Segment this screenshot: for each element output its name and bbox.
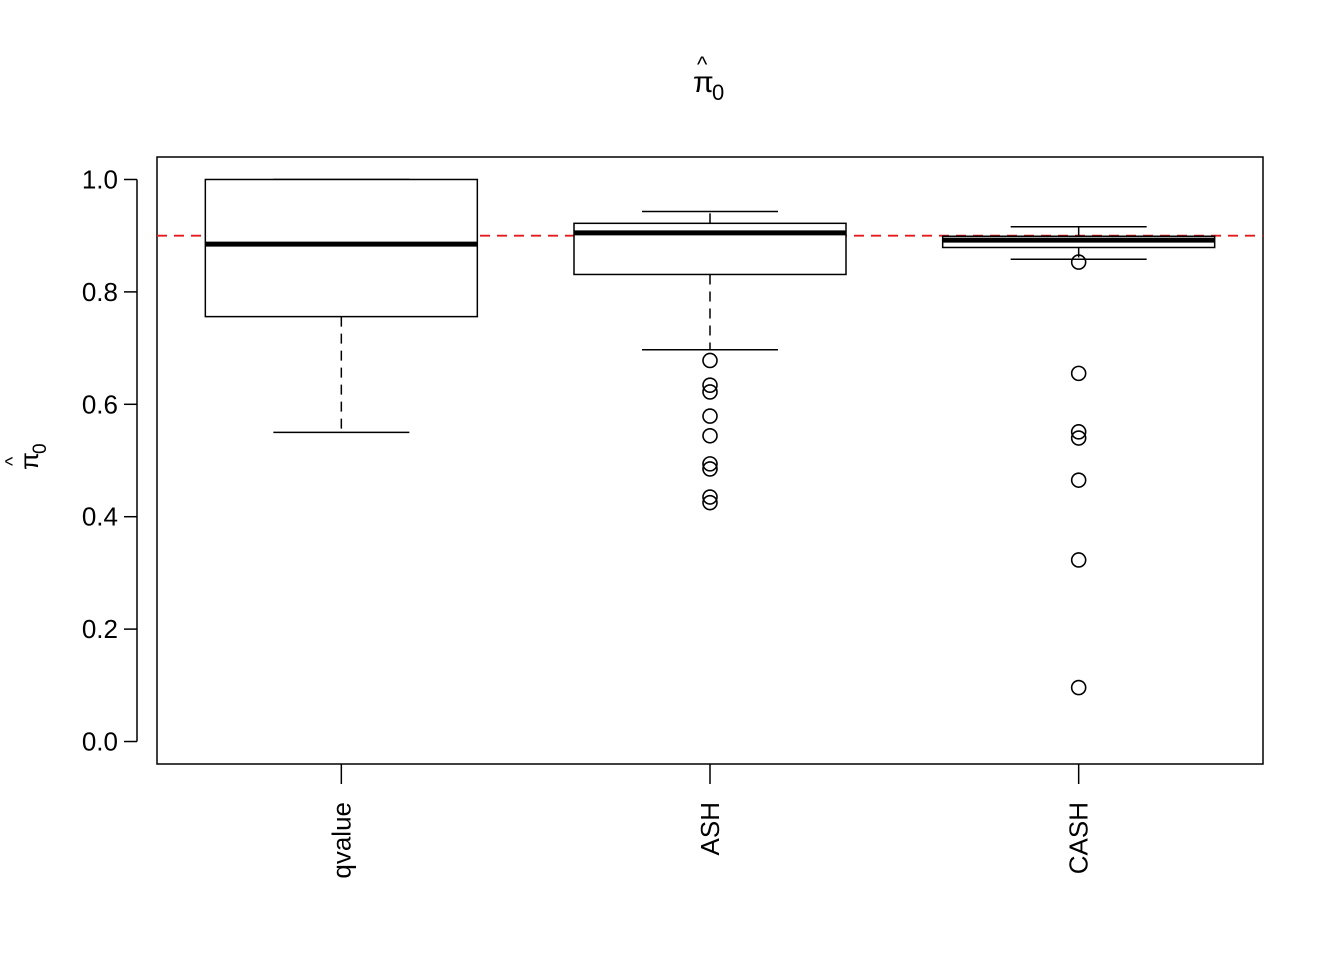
outlier-point <box>1070 424 1087 440</box>
outlier-point <box>702 489 718 505</box>
outlier-point <box>1070 552 1087 568</box>
y-axis-label: π ^ 0 <box>2 443 51 470</box>
y-axis: 0.0 0.2 0.4 0.6 0.8 1.0 <box>82 164 138 757</box>
chart-title-hat: ^ <box>697 52 708 77</box>
y-tick-label: 0.0 <box>82 727 118 757</box>
box-ash <box>573 210 847 511</box>
outlier-point <box>702 352 718 369</box>
x-tick-label-qvalue: qvalue <box>326 802 356 879</box>
outlier-point <box>1070 679 1087 696</box>
outlier-point <box>702 461 718 477</box>
y-tick-label: 0.6 <box>82 389 118 419</box>
outlier-point <box>702 427 718 444</box>
box-iqr <box>204 178 479 318</box>
outlier-point <box>1070 365 1087 382</box>
chart-title: π ^ 0 <box>693 52 724 105</box>
outlier-point <box>1070 430 1087 446</box>
chart-title-subscript: 0 <box>712 80 724 105</box>
y-tick-label: 1.0 <box>82 164 118 194</box>
y-axis-label-hat: ^ <box>2 456 24 466</box>
y-tick-label: 0.8 <box>82 277 118 307</box>
y-axis-label-subscript: 0 <box>30 443 51 454</box>
outlier-point <box>702 494 718 511</box>
outlier-point <box>1070 472 1087 488</box>
outlier-point <box>702 408 718 424</box>
x-tick-label-ash: ASH <box>695 802 725 855</box>
chart-title-symbol: π <box>693 66 714 99</box>
box-qvalue <box>204 178 479 434</box>
outlier-point <box>1070 254 1087 270</box>
outlier-point <box>702 384 718 400</box>
x-tick-label-cash: CASH <box>1064 802 1094 874</box>
x-axis: qvalue ASH CASH <box>326 764 1094 879</box>
box-cash <box>941 225 1216 696</box>
y-axis-label-symbol: π <box>14 452 44 470</box>
outlier-point <box>702 377 718 393</box>
outlier-point <box>702 456 718 472</box>
box-layer <box>204 178 1216 696</box>
y-tick-label: 0.2 <box>82 614 118 644</box>
y-tick-label: 0.4 <box>82 502 118 532</box>
